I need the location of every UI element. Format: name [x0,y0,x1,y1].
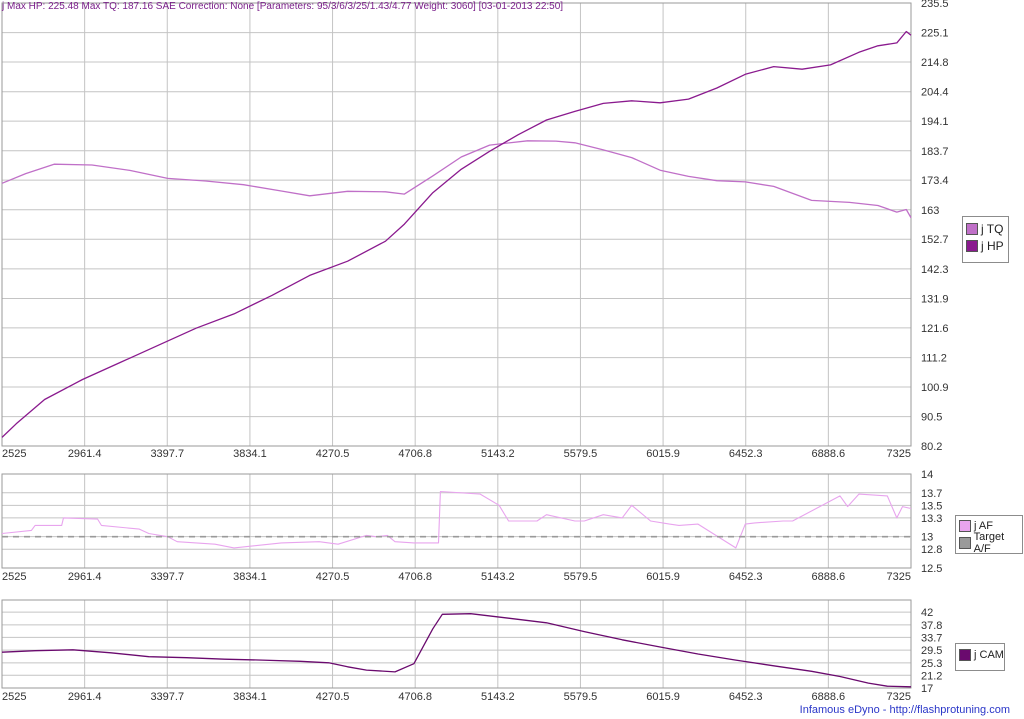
x-tick-label: 6452.3 [729,571,763,583]
x-tick-label: 4270.5 [316,691,350,703]
x-tick-label: 4270.5 [316,448,350,460]
x-tick-label: 4270.5 [316,571,350,583]
legend-cam: j CAM [955,643,1005,671]
legend-torque-horsepower: j TQ j HP [962,216,1009,263]
series-line-j-hp [1,30,912,438]
y-tick-label: 14 [921,469,933,481]
y-tick-label: 12.8 [921,544,942,556]
legend-swatch [966,222,978,235]
y-tick-label: 100.9 [921,382,949,394]
y-tick-label: 90.5 [921,412,942,424]
y-tick-label: 13.7 [921,488,942,500]
x-tick-label: 6015.9 [646,691,680,703]
series-line-j-af [1,490,912,549]
y-tick-label: 225.1 [921,28,949,40]
legend-label: j TQ [981,221,1004,236]
chart-title: j Max HP: 225.48 Max TQ: 187.16 SAE Corr… [2,1,564,12]
y-tick-label: 131.9 [921,294,949,306]
y-tick-label: 42 [921,607,933,619]
x-tick-label: 6015.9 [646,448,680,460]
y-tick-label: 194.1 [921,116,949,128]
y-tick-label: 163 [921,205,939,217]
legend-item: Target A/F [956,531,1022,555]
legend-label: j HP [981,238,1004,253]
x-tick-label: 2525 [2,691,26,703]
x-tick-label: 5143.2 [481,691,515,703]
legend-air-fuel: j AF Target A/F [955,515,1023,555]
series-line-j-tq [1,140,912,219]
legend-item: j HP [963,237,1008,254]
x-tick-label: 6452.3 [729,448,763,460]
x-tick-label: 3834.1 [233,571,267,583]
x-tick-label: 4706.8 [398,571,432,583]
x-tick-label: 2961.4 [68,571,102,583]
x-tick-label: 6452.3 [729,691,763,703]
x-tick-label: 3397.7 [150,448,184,460]
y-tick-label: 235.5 [921,0,949,10]
y-tick-label: 17 [921,683,933,695]
legend-item: j AF [956,517,1022,534]
legend-item: j TQ [963,220,1008,237]
x-tick-label: 2961.4 [68,448,102,460]
legend-swatch [959,519,971,532]
legend-label: j CAM [974,648,1004,661]
panel-1: 2525 2961.4 3397.7 3834.1 4270.5 4706.8 5143.2… [1,0,949,460]
y-tick-label: 33.7 [921,632,942,644]
x-tick-label: 3397.7 [150,691,184,703]
x-tick-label: 3397.7 [150,571,184,583]
y-tick-label: 12.5 [921,563,942,575]
x-tick-label: 2525 [2,448,26,460]
y-tick-label: 214.8 [921,57,949,69]
panel-3: 2525 2961.4 3397.7 3834.1 4270.5 4706.8 5143.2… [1,599,942,703]
x-tick-label: 5579.5 [564,691,598,703]
y-tick-label: 13.5 [921,500,942,512]
plot-frame [1,473,912,569]
footer-credit: Infamous eDyno - http://flashprotuning.c… [799,704,1010,716]
y-tick-label: 204.4 [921,87,949,99]
x-tick-label: 3834.1 [233,448,267,460]
x-tick-label: 6888.6 [812,691,846,703]
y-tick-label: 21.2 [921,670,942,682]
legend-label: j AF [974,519,993,532]
y-tick-label: 173.4 [921,175,949,187]
x-tick-label: 5143.2 [481,571,515,583]
y-tick-label: 80.2 [921,441,942,453]
x-tick-label: 5579.5 [564,448,598,460]
x-tick-label: 6015.9 [646,571,680,583]
panel-2: 2525 2961.4 3397.7 3834.1 4270.5 4706.8 5143.2… [1,469,942,583]
legend-swatch [959,536,971,549]
series-line-j-cam [1,613,912,688]
x-tick-label: 6888.6 [812,571,846,583]
x-tick-label: 5143.2 [481,448,515,460]
plot-frame [1,2,912,447]
y-tick-label: 29.5 [921,645,942,657]
x-tick-label: 2961.4 [68,691,102,703]
y-tick-label: 152.7 [921,234,949,246]
y-tick-label: 111.2 [921,353,947,365]
x-tick-label: 4706.8 [398,691,432,703]
legend-item: j CAM [956,646,1004,663]
plot-frame [1,599,912,689]
y-tick-label: 37.8 [921,620,942,632]
x-tick-label: 6888.6 [812,448,846,460]
legend-swatch [959,648,971,661]
x-tick-label: 7325 [887,571,911,583]
legend-label: Target A/F [973,530,1005,555]
y-tick-label: 13.3 [921,513,942,525]
x-tick-label: 7325 [887,448,911,460]
y-tick-label: 142.3 [921,264,949,276]
x-tick-label: 7325 [887,691,911,703]
x-tick-label: 5579.5 [564,571,598,583]
x-tick-label: 2525 [2,571,26,583]
x-tick-label: 3834.1 [233,691,267,703]
y-tick-label: 13 [921,532,933,544]
y-tick-label: 121.6 [921,323,949,335]
x-tick-label: 4706.8 [398,448,432,460]
legend-swatch [966,239,978,252]
y-tick-label: 25.3 [921,658,942,670]
y-tick-label: 183.7 [921,146,949,158]
